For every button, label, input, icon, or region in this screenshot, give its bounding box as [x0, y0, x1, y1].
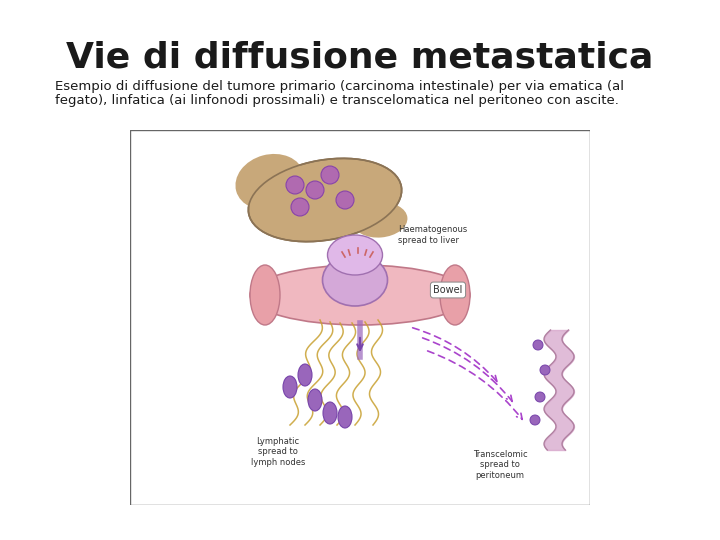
- Circle shape: [336, 191, 354, 209]
- Circle shape: [540, 365, 550, 375]
- Text: Bowel: Bowel: [433, 285, 463, 295]
- Circle shape: [286, 176, 304, 194]
- Circle shape: [535, 392, 545, 402]
- Circle shape: [306, 181, 324, 199]
- Text: Vie di diffusione metastatica: Vie di diffusione metastatica: [66, 40, 654, 74]
- Ellipse shape: [323, 254, 387, 306]
- Circle shape: [321, 166, 339, 184]
- Text: Haematogenous
spread to liver: Haematogenous spread to liver: [398, 225, 467, 245]
- Text: Lymphatic
spread to
lymph nodes: Lymphatic spread to lymph nodes: [251, 437, 305, 467]
- Circle shape: [533, 340, 543, 350]
- Text: Transcelomic
spread to
peritoneum: Transcelomic spread to peritoneum: [473, 450, 527, 480]
- Ellipse shape: [250, 265, 280, 325]
- Circle shape: [291, 198, 309, 216]
- Ellipse shape: [353, 202, 408, 238]
- Ellipse shape: [248, 158, 402, 241]
- Ellipse shape: [235, 154, 305, 210]
- Ellipse shape: [323, 402, 337, 424]
- Ellipse shape: [308, 389, 322, 411]
- Ellipse shape: [440, 265, 470, 325]
- Ellipse shape: [328, 235, 382, 275]
- Circle shape: [530, 415, 540, 425]
- Text: Esempio di diffusione del tumore primario (carcinoma intestinale) per via ematic: Esempio di diffusione del tumore primari…: [55, 80, 624, 93]
- Ellipse shape: [298, 364, 312, 386]
- Ellipse shape: [250, 265, 470, 325]
- Ellipse shape: [283, 376, 297, 398]
- Text: fegato), linfatica (ai linfonodi prossimali) e transcelomatica nel peritoneo con: fegato), linfatica (ai linfonodi prossim…: [55, 94, 619, 107]
- Ellipse shape: [338, 406, 352, 428]
